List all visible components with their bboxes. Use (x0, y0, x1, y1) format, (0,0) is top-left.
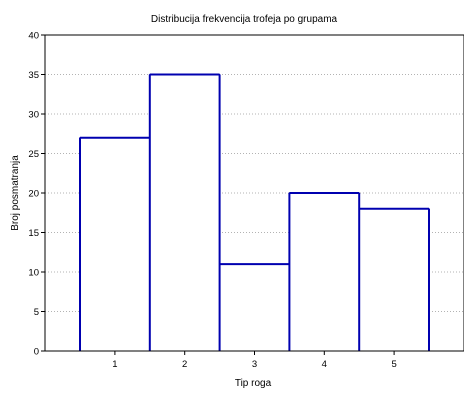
y-axis: 0 5 10 15 20 25 30 35 40 (28, 31, 45, 358)
y-tick-label: 0 (34, 347, 39, 358)
bar-4 (288, 192, 360, 352)
bar-3 (219, 263, 290, 352)
x-tick-label: 4 (322, 359, 327, 370)
x-axis: 1 2 3 4 5 (112, 351, 397, 370)
bar-5 (358, 208, 430, 352)
x-axis-title: Tip roga (235, 378, 272, 389)
bar-1 (79, 137, 151, 352)
x-tick-label: 5 (391, 359, 396, 370)
y-tick-label: 30 (28, 110, 39, 121)
y-tick-label: 40 (28, 31, 39, 42)
x-tick-label: 3 (252, 359, 257, 370)
y-tick-label: 10 (28, 268, 39, 279)
y-tick-label: 25 (28, 149, 39, 160)
bars (79, 73, 430, 352)
chart-title: Distribucija frekvencija trofeja po grup… (151, 14, 338, 25)
y-tick-label: 35 (28, 70, 39, 81)
y-tick-label: 15 (28, 228, 39, 239)
y-axis-title: Broj posmatranja (10, 155, 21, 231)
y-tick-label: 20 (28, 189, 39, 200)
y-tick-label: 5 (34, 307, 39, 318)
x-tick-label: 1 (112, 359, 117, 370)
bar-2 (149, 74, 221, 352)
x-tick-label: 2 (182, 359, 187, 370)
